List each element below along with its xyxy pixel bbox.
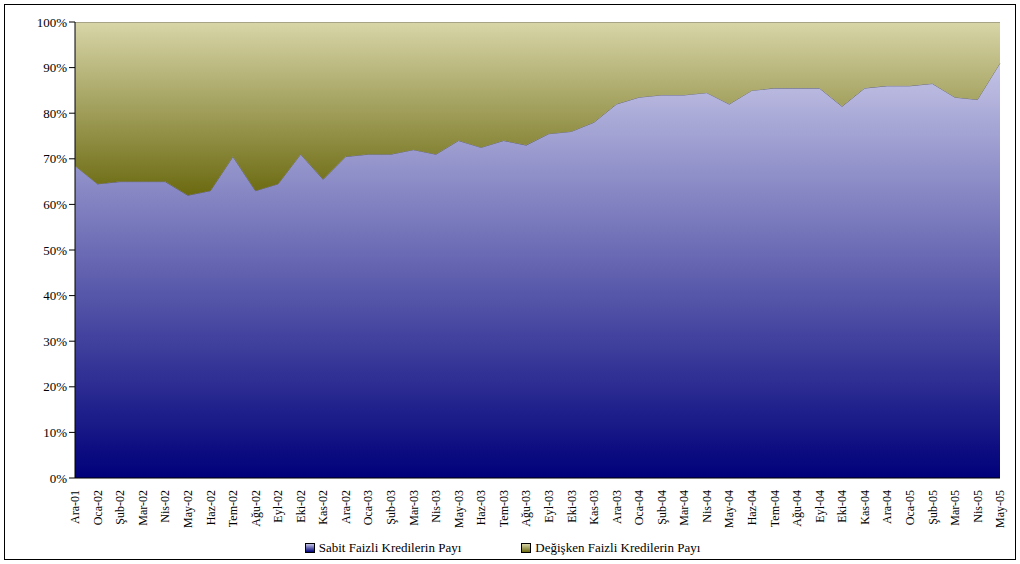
svg-text:Mar-02: Mar-02 xyxy=(136,490,150,526)
svg-text:Tem-03: Tem-03 xyxy=(497,490,511,527)
svg-text:Kas-03: Kas-03 xyxy=(587,490,601,525)
svg-text:Oca-04: Oca-04 xyxy=(632,490,646,525)
svg-text:Eyl-04: Eyl-04 xyxy=(813,490,827,523)
svg-text:May-05: May-05 xyxy=(993,490,1007,528)
svg-text:Ara-03: Ara-03 xyxy=(610,490,624,524)
svg-text:60%: 60% xyxy=(43,197,67,212)
svg-text:Kas-04: Kas-04 xyxy=(858,490,872,525)
svg-text:Eyl-03: Eyl-03 xyxy=(542,490,556,523)
svg-text:Eki-04: Eki-04 xyxy=(835,490,849,523)
svg-text:Şub-04: Şub-04 xyxy=(655,490,669,525)
svg-text:Nis-03: Nis-03 xyxy=(429,490,443,523)
svg-text:Oca-02: Oca-02 xyxy=(91,490,105,525)
svg-text:Haz-02: Haz-02 xyxy=(204,490,218,525)
svg-text:0%: 0% xyxy=(50,471,68,486)
svg-text:May-02: May-02 xyxy=(181,490,195,528)
svg-text:Oca-03: Oca-03 xyxy=(361,490,375,525)
svg-text:80%: 80% xyxy=(43,106,67,121)
svg-text:Ara-01: Ara-01 xyxy=(68,490,82,524)
svg-text:Tem-04: Tem-04 xyxy=(768,490,782,527)
svg-text:Eyl-02: Eyl-02 xyxy=(271,490,285,523)
svg-text:100%: 100% xyxy=(37,15,68,30)
svg-text:Şub-02: Şub-02 xyxy=(113,490,127,525)
svg-text:Ara-02: Ara-02 xyxy=(339,490,353,524)
svg-text:30%: 30% xyxy=(43,334,67,349)
svg-text:Şub-03: Şub-03 xyxy=(384,490,398,525)
svg-text:Eki-03: Eki-03 xyxy=(565,490,579,523)
svg-text:Kas-02: Kas-02 xyxy=(316,490,330,525)
svg-text:50%: 50% xyxy=(43,243,67,258)
svg-text:Şub-05: Şub-05 xyxy=(926,490,940,525)
svg-text:May-03: May-03 xyxy=(452,490,466,528)
html-text:Değişken Faizli Kredilerin Pay: Değişken Faizli Kredilerin Payı xyxy=(535,540,701,555)
svg-text:Nis-05: Nis-05 xyxy=(971,490,985,523)
svg-text:May-04: May-04 xyxy=(722,490,736,528)
html-text:Sabit Faizli Kredilerin Payı: Sabit Faizli Kredilerin Payı xyxy=(318,540,462,555)
svg-text:Ara-04: Ara-04 xyxy=(880,490,894,524)
svg-text:Mar-04: Mar-04 xyxy=(677,490,691,526)
svg-text:Nis-02: Nis-02 xyxy=(158,490,172,523)
svg-text:10%: 10% xyxy=(43,425,67,440)
svg-text:40%: 40% xyxy=(43,288,67,303)
svg-text:90%: 90% xyxy=(43,60,67,75)
svg-text:Haz-03: Haz-03 xyxy=(474,490,488,525)
svg-text:Mar-05: Mar-05 xyxy=(948,490,962,526)
svg-text:Tem-02: Tem-02 xyxy=(226,490,240,527)
svg-text:Nis-04: Nis-04 xyxy=(700,490,714,523)
svg-text:Mar-03: Mar-03 xyxy=(407,490,421,526)
svg-text:Haz-04: Haz-04 xyxy=(745,490,759,525)
svg-text:Eki-02: Eki-02 xyxy=(294,490,308,523)
svg-text:Oca-05: Oca-05 xyxy=(903,490,917,525)
svg-text:Ağu-03: Ağu-03 xyxy=(519,490,533,527)
svg-text:Ağu-02: Ağu-02 xyxy=(249,490,263,527)
svg-text:Ağu-04: Ağu-04 xyxy=(790,490,804,527)
svg-text:20%: 20% xyxy=(43,379,67,394)
svg-text:70%: 70% xyxy=(43,151,67,166)
